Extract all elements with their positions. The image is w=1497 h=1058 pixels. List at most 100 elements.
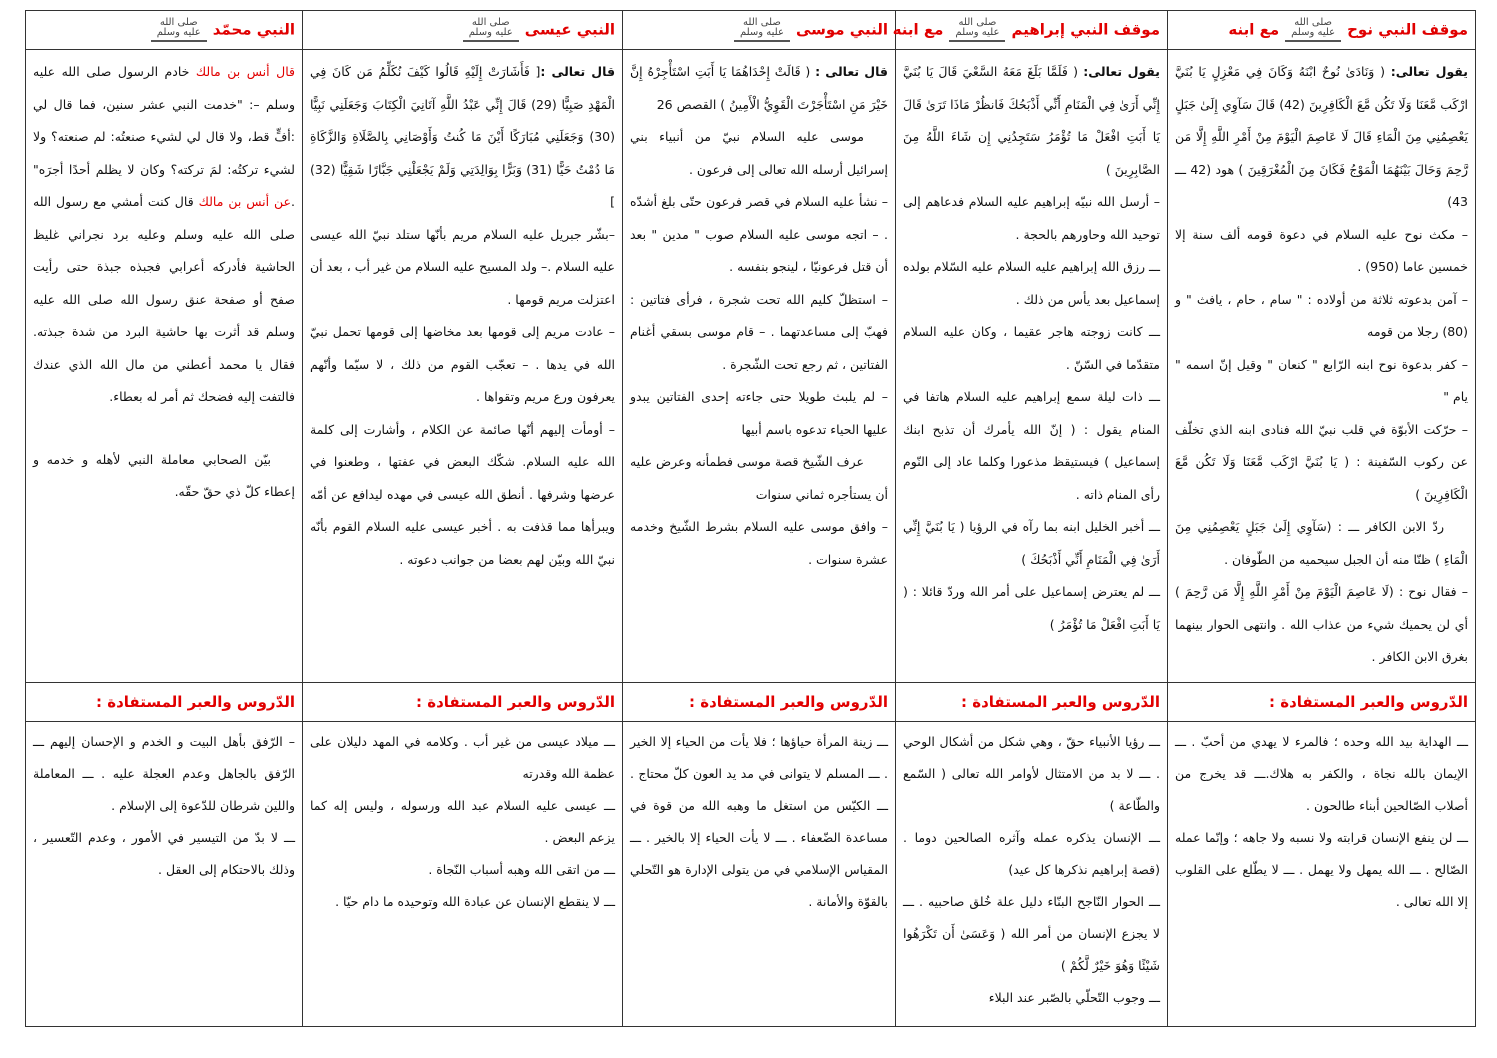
quote-intro: يقول تعالى: [1390,64,1468,79]
column-header: النبي محمّد صلى الله عليه وسلم [25,10,303,50]
story-text: – آمن بدعوته ثلاثة من أولاده : " سام ، ح… [1175,291,1468,340]
pbuh-calligraphy-logo: صلى الله عليه وسلم [462,17,519,42]
story-paragraph: – حرّكت الأبوّة في قلب نبيّ الله فنادى ا… [1175,414,1468,512]
prophets-comparison-table: موقف النبي نوح صلى الله عليه وسلم مع ابنه مو… [25,10,1476,1027]
quote-intro: قال تعالى : [540,64,616,79]
column-title: موقف النبي إبراهيم [1011,20,1160,39]
story-paragraph: ـــ لم يعترض إسماعيل على أمر الله وردّ ق… [903,576,1160,641]
story-paragraph: – لم يلبث طويلا حتى جاءته إحدى الفتاتين … [630,381,888,446]
seal-line: عليه وسلم [739,27,785,38]
story-paragraph: – مكث نوح عليه السلام في دعوة قومه ألف س… [1175,219,1468,284]
column-title-suffix: مع ابنه [892,20,944,39]
story-paragraph: ـــ رزق الله إبراهيم عليه السلام عليه ال… [903,251,1160,316]
lesson-item: ـــ لن ينفع الإنسان قرابته ولا نسبه ولا … [1175,830,1468,909]
lessons-cell: – الرّفق بأهل البيت و الخدم و الإحسان إل… [25,721,303,1027]
story-text: موسى عليه السلام نبيّ من أنبياء بني إسرا… [630,129,888,177]
story-paragraph: يقول تعالى: ( فَلَمَّا بَلَغَ مَعَهُ الس… [903,56,1160,186]
pbuh-calligraphy-logo: صلى الله عليه وسلم [1285,17,1342,42]
story-text: – أومأت إليهم أنّها صائمة عن الكلام ، وأ… [310,421,615,567]
story-paragraph: قال تعالى : ( قَالَتْ إِحْدَاهُمَا يَا أ… [630,56,888,121]
story-text: ـــ أخبر الخليل ابنه بما رآه في الرؤيا (… [903,519,1160,567]
lessons-cell: ـــ الهداية بيد الله وحده ؛ فالمرء لا يه… [1167,721,1476,1027]
column-header: موقف النبي نوح صلى الله عليه وسلم مع ابنه [1167,10,1476,50]
column-header: موقف النبي إبراهيم صلى الله عليه وسلم مع اب… [892,10,1168,50]
column-header: النبي موسى صلى الله عليه وسلم [622,10,896,50]
lesson-item: ـــ وجوب التّحلّي بالصّبر عند البلاء [988,990,1160,1005]
lesson-item: ـــ الهداية بيد الله وحده ؛ فالمرء لا يه… [1175,734,1468,813]
column-title-suffix: مع ابنه [1228,20,1280,39]
column-title: النبي عيسى [524,20,615,39]
column-title: النبي موسى [795,20,888,39]
column-header: النبي عيسى صلى الله عليه وسلم [302,10,623,50]
lessons-row: ـــ الهداية بيد الله وحده ؛ فالمرء لا يه… [25,721,1476,1027]
story-paragraph: –بشّر جبريل عليه السلام مريم بأنّها ستلد… [310,219,615,317]
story-paragraph: – عادت مريم إلى قومها بعد مخاضها إلى قوم… [310,316,615,414]
story-text: – استظلّ كليم الله تحت شجرة ، فرأى فتاتي… [630,291,888,372]
story-text: – عادت مريم إلى قومها بعد مخاضها إلى قوم… [310,324,615,404]
lesson-item: ـــ لا بدّ من التيسير في الأمور ، وعدم ا… [33,830,295,877]
story-cell: يقول تعالى: ( وَنَادَىٰ نُوحٌ ابْنَهُ وَ… [1167,49,1476,683]
story-paragraph: ـــ أخبر الخليل ابنه بما رآه في الرؤيا (… [903,511,1160,576]
story-paragraph: موسى عليه السلام نبيّ من أنبياء بني إسرا… [630,121,888,186]
story-text: ( فَلَمَّا بَلَغَ مَعَهُ السَّعْيَ قَالَ… [903,64,1160,177]
lesson-item: ـــ ميلاد عيسى من غير أب . وكلامه في الم… [310,734,615,781]
story-text: – لم يلبث طويلا حتى جاءته إحدى الفتاتين … [630,389,888,437]
story-paragraph: – استظلّ كليم الله تحت شجرة ، فرأى فتاتي… [630,284,888,382]
story-text: قال كنت أمشي مع رسول الله صلى الله عليه … [33,194,295,404]
story-paragraph: – كفر بدعوة نوح ابنه الرّابع " كنعان " و… [1175,349,1468,414]
story-text: – مكث نوح عليه السلام في دعوة قومه ألف س… [1175,226,1468,275]
story-text: – حرّكت الأبوّة في قلب نبيّ الله فنادى ا… [1175,421,1468,502]
seal-line: عليه وسلم [468,27,514,38]
lesson-item: ـــ رؤيا الأنبياء حقّ ، وهي شكل من أشكال… [903,734,1160,813]
story-paragraph: ـــ ذات ليلة سمع إبراهيم عليه السلام هات… [903,381,1160,511]
quote-intro: يقول تعالى: [1083,64,1160,79]
story-cell: قال تعالى :[ فَأَشَارَتْ إِلَيْهِ قَالُو… [302,49,623,683]
header-row: موقف النبي نوح صلى الله عليه وسلم مع ابنه مو… [25,10,1476,50]
story-text: [ فَأَشَارَتْ إِلَيْهِ قَالُوا كَيْفَ نُ… [310,64,615,209]
story-text: ( وَنَادَىٰ نُوحٌ ابْنَهُ وَكَانَ فِي مَ… [1175,64,1469,209]
lessons-cell: ـــ ميلاد عيسى من غير أب . وكلامه في الم… [302,721,623,1027]
story-paragraph: ـــ كانت زوجته هاجر عقيما ، وكان عليه ال… [903,316,1160,381]
story-paragraph: – أومأت إليهم أنّها صائمة عن الكلام ، وأ… [310,414,615,577]
story-text: – أرسل الله نبيّه إبراهيم عليه السلام فد… [903,194,1160,242]
story-paragraph: – فقال نوح : (لَا عَاصِمَ الْيَوْمَ مِنْ… [1175,576,1468,674]
story-paragraph: قال تعالى :[ فَأَشَارَتْ إِلَيْهِ قَالُو… [310,56,615,219]
seal-line: صلى الله [1294,17,1333,28]
story-text: – وافق موسى عليه السلام بشرط الشّيخ وخدم… [630,519,888,567]
story-text: ـــ لم يعترض إسماعيل على أمر الله وردّ ق… [903,584,1160,632]
story-text: بيّن الصحابي معاملة النبي لأهله و خدمه و… [33,451,295,500]
story-text: خادم الرسول صلى الله عليه وسلم –: "خدمت … [33,64,295,209]
lessons-cell: ـــ رؤيا الأنبياء حقّ ، وهي شكل من أشكال… [895,721,1168,1027]
lesson-item: – الرّفق بأهل البيت و الخدم و الإحسان إل… [33,734,295,813]
story-paragraph: عرف الشّيخ قصة موسى فطمأنه وعرض عليه أن … [630,446,888,511]
story-paragraph: – أرسل الله نبيّه إبراهيم عليه السلام فد… [903,186,1160,251]
story-cell: يقول تعالى: ( فَلَمَّا بَلَغَ مَعَهُ الس… [895,49,1168,683]
column-title: النبي محمّد [212,20,295,39]
seal-line: صلى الله [471,17,510,28]
lesson-item: ـــ الإنسان يذكره عمله وآثره الصالحين دو… [903,830,1160,877]
story-text: – فقال نوح : (لَا عَاصِمَ الْيَوْمَ مِنْ… [1175,584,1468,664]
lesson-item: ـــ الحوار النّاجح البنّاء دليل علة خُلق… [903,894,1160,973]
pbuh-calligraphy-logo: صلى الله عليه وسلم [150,17,207,42]
story-row: يقول تعالى: ( وَنَادَىٰ نُوحٌ ابْنَهُ وَ… [25,49,1476,683]
seal-line: صلى الله [743,17,781,28]
lesson-item: ـــ عيسى عليه السلام عبد الله ورسوله ، و… [310,798,615,845]
seal-line: صلى الله [958,17,997,28]
quote-intro: قال تعالى : [815,64,888,79]
seal-line: صلى الله [159,17,198,28]
narrator-name: قال أنس بن مالك [195,64,295,79]
lesson-item: ـــ من اتقى الله وهبه أسباب النّجاة . [428,862,615,877]
lessons-header: الدّروس والعبر المستفادة : [622,682,896,722]
lessons-header: الدّروس والعبر المستفادة : [895,682,1168,722]
story-paragraph: يقول تعالى: ( وَنَادَىٰ نُوحٌ ابْنَهُ وَ… [1175,56,1468,219]
lessons-header: الدّروس والعبر المستفادة : [1167,682,1476,722]
story-paragraph: – آمن بدعوته ثلاثة من أولاده : " سام ، ح… [1175,284,1468,349]
seal-line: عليه وسلم [1291,27,1336,38]
story-text: ردّ الابن الكافر ـــ : (سَآوِي إِلَىٰ جَ… [1175,519,1468,567]
story-text: ( قَالَتْ إِحْدَاهُمَا يَا أَبَتِ اسْتَأ… [630,64,888,112]
story-paragraph: – نشأ عليه السلام في قصر فرعون حتّى بلغ … [630,186,888,284]
story-text: ـــ رزق الله إبراهيم عليه السلام عليه ال… [903,259,1160,307]
story-paragraph: بيّن الصحابي معاملة النبي لأهله و خدمه و… [33,444,295,509]
column-title: موقف النبي نوح [1347,20,1468,39]
pbuh-calligraphy-logo: صلى الله عليه وسلم [949,17,1006,42]
